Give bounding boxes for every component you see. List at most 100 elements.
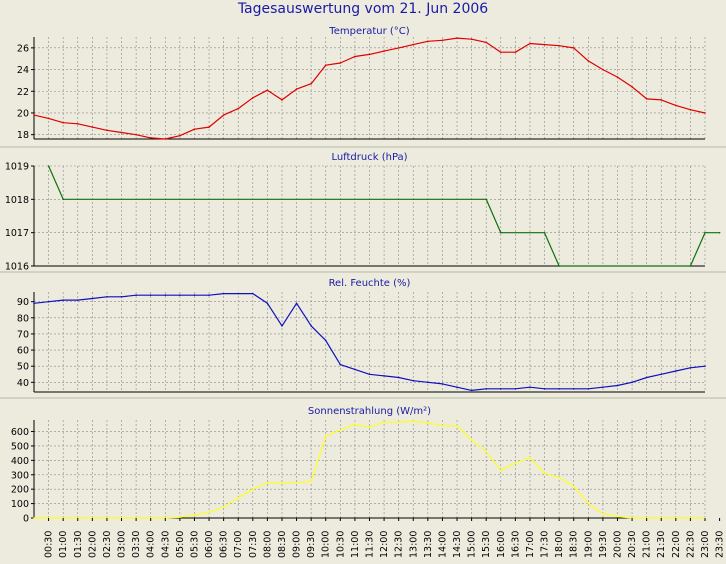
x-tick-label: 23:30: [715, 531, 726, 558]
x-tick-label: 07:30: [248, 531, 259, 558]
x-tick-label: 05:00: [175, 531, 186, 558]
x-tick-label: 11:00: [350, 531, 361, 558]
data-point: [412, 379, 415, 382]
data-point: [47, 117, 50, 120]
data-point: [33, 114, 35, 116]
data-point: [543, 43, 546, 46]
data-point: [529, 42, 531, 45]
data-point: [383, 375, 385, 377]
data-point: [324, 339, 327, 342]
y-tick-label: 1018: [5, 195, 29, 206]
data-point: [558, 265, 560, 267]
data-point: [91, 297, 94, 300]
data-point: [543, 472, 546, 475]
y-tick-label: 1019: [5, 162, 29, 173]
data-point: [62, 121, 64, 124]
data-point: [135, 294, 137, 297]
y-tick-label: 200: [11, 485, 29, 496]
data-point: [689, 265, 692, 267]
data-point: [397, 376, 400, 379]
data-point: [718, 231, 721, 234]
x-tick-label: 01:30: [73, 531, 84, 558]
x-tick-label: 16:30: [510, 531, 521, 558]
data-point: [106, 129, 108, 132]
data-point: [572, 47, 575, 49]
data-point: [689, 108, 692, 111]
data-point: [339, 429, 342, 431]
data-point: [310, 480, 312, 483]
y-tick-label: 500: [11, 441, 29, 452]
data-point: [33, 302, 35, 305]
x-tick-label: 01:00: [58, 531, 69, 558]
y-tick-label: 1017: [5, 228, 29, 239]
data-point: [33, 517, 35, 519]
data-point: [266, 302, 269, 305]
data-point: [76, 299, 79, 301]
x-tick-label: 14:30: [452, 531, 463, 558]
data-point: [164, 138, 167, 140]
data-point: [62, 198, 64, 201]
data-point: [237, 292, 240, 295]
data-point: [412, 420, 415, 423]
x-tick-label: 22:30: [685, 531, 696, 558]
x-tick-label: 22:00: [671, 531, 682, 558]
data-point: [456, 37, 458, 39]
y-tick-label: 50: [17, 362, 29, 373]
data-point: [499, 231, 502, 234]
data-point: [675, 104, 677, 107]
x-tick-label: 08:30: [277, 531, 288, 558]
data-point: [76, 123, 79, 125]
panel-title: Rel. Feuchte (%): [329, 278, 411, 289]
data-point: [514, 387, 517, 390]
data-point: [281, 325, 283, 327]
data-point: [295, 302, 298, 305]
data-point: [499, 51, 502, 53]
data-point: [529, 456, 531, 459]
data-point: [514, 51, 517, 53]
data-point: [193, 294, 196, 297]
y-tick-label: 100: [11, 499, 29, 510]
data-point: [689, 367, 692, 369]
panel-title: Sonnenstrahlung (W/m²): [308, 406, 431, 417]
data-point: [645, 98, 648, 100]
x-tick-label: 13:00: [408, 531, 419, 558]
data-point: [441, 39, 444, 42]
data-point: [179, 294, 181, 297]
data-point: [660, 99, 663, 101]
x-tick-label: 17:00: [525, 531, 536, 558]
data-point: [310, 325, 312, 327]
data-point: [558, 476, 560, 479]
data-point: [470, 439, 473, 441]
data-point: [193, 514, 196, 516]
y-tick-label: 0: [23, 514, 29, 525]
data-point: [310, 82, 312, 85]
data-point: [120, 296, 123, 298]
data-point: [499, 469, 502, 472]
page-title: Tagesauswertung vom 21. Jun 2006: [237, 1, 489, 17]
data-point: [91, 126, 94, 128]
data-point: [208, 511, 210, 514]
data-point: [354, 55, 356, 58]
x-tick-label: 18:00: [554, 531, 565, 558]
x-tick-label: 16:00: [496, 531, 507, 558]
data-point: [572, 387, 575, 390]
data-point: [602, 68, 604, 71]
data-point: [193, 128, 196, 131]
data-point: [368, 426, 371, 429]
x-tick-label: 08:00: [262, 531, 273, 558]
data-point: [164, 294, 167, 297]
data-point: [514, 462, 517, 465]
data-point: [252, 292, 254, 295]
x-tick-label: 06:30: [219, 531, 230, 558]
y-tick-label: 80: [17, 313, 29, 324]
y-tick-label: 70: [17, 329, 29, 340]
data-point: [383, 50, 385, 52]
x-tick-label: 21:00: [642, 531, 653, 558]
data-point: [485, 41, 487, 44]
data-point: [368, 373, 371, 376]
data-point: [383, 421, 385, 423]
y-tick-label: 24: [17, 65, 29, 76]
x-tick-label: 20:30: [627, 531, 638, 558]
data-point: [397, 421, 400, 423]
data-point: [499, 387, 502, 390]
